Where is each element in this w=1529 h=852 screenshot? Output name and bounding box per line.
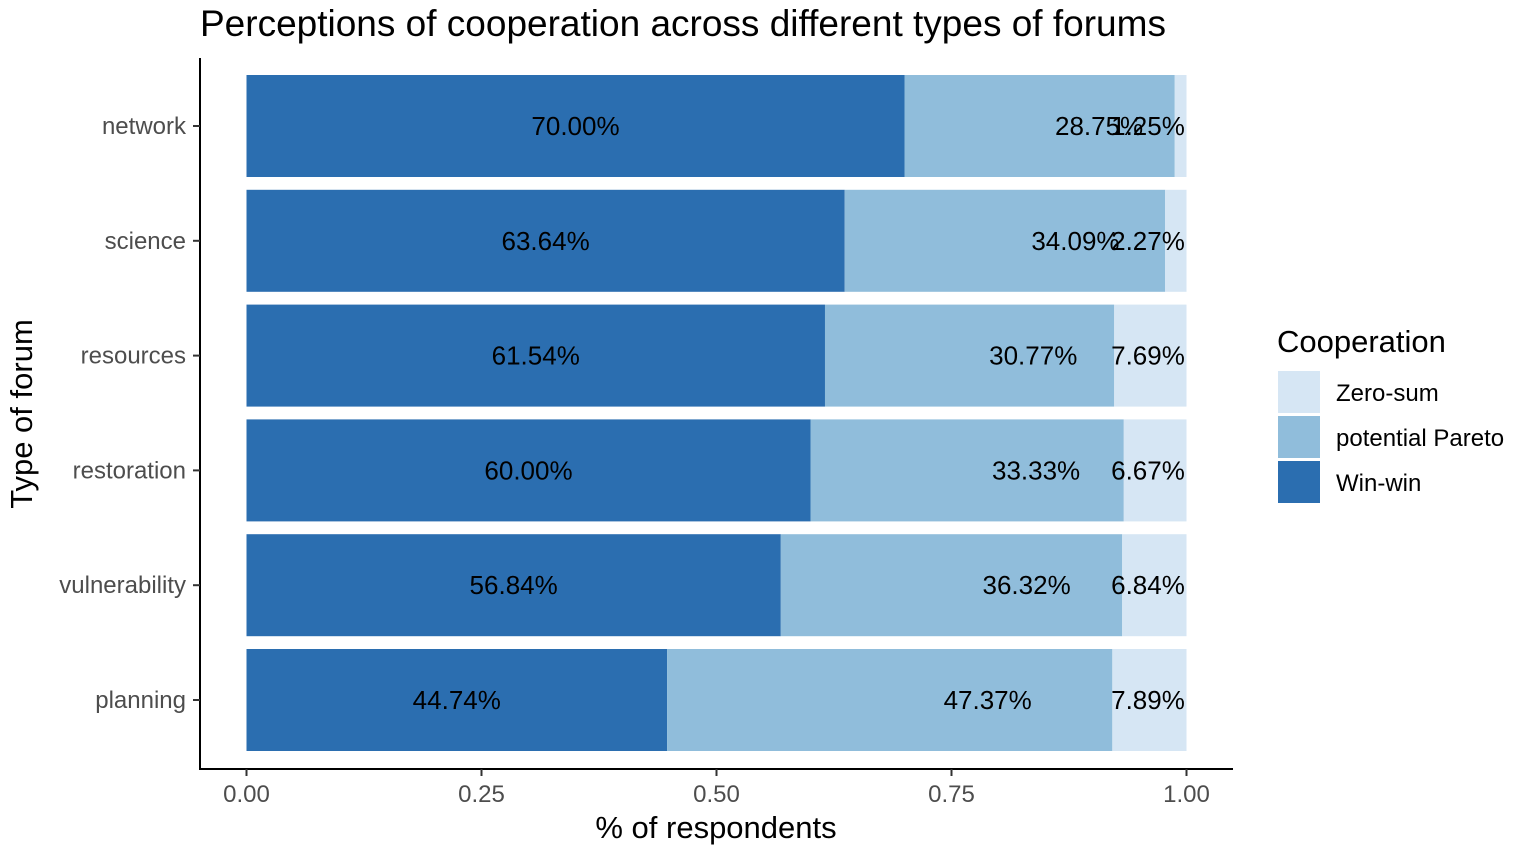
bar-planning-zero-sum: [1112, 649, 1187, 751]
legend-label-potential-pareto: potential Pareto: [1336, 425, 1504, 452]
legend-title: Cooperation: [1277, 324, 1446, 359]
y-tick-label-network: network: [102, 113, 187, 140]
data-label-network-zero-sum: 1.25%: [1111, 111, 1185, 141]
bar-resources-potential-pareto: [824, 304, 1115, 407]
bar-planning-win-win: [246, 649, 668, 751]
bar-restoration-zero-sum: [1123, 419, 1187, 522]
data-label-planning-win-win: 44.74%: [413, 685, 501, 715]
data-label-resources-zero-sum: 7.69%: [1111, 341, 1185, 371]
data-label-network-potential-pareto: 28.75%: [1055, 111, 1143, 141]
chart-title: Perceptions of cooperation across differ…: [200, 3, 1166, 44]
bar-science-win-win: [246, 189, 845, 292]
bar-network-zero-sum: [1174, 75, 1187, 177]
y-tick-label-science: science: [105, 228, 186, 255]
data-label-vulnerability-zero-sum: 6.84%: [1111, 570, 1185, 600]
bar-planning-potential-pareto: [667, 649, 1113, 751]
data-label-vulnerability-win-win: 56.84%: [470, 570, 558, 600]
data-label-restoration-zero-sum: 6.67%: [1111, 455, 1185, 485]
bar-network-potential-pareto: [904, 75, 1175, 177]
data-label-vulnerability-potential-pareto: 36.32%: [983, 570, 1071, 600]
x-tick-label: 1.00: [1163, 781, 1210, 808]
bar-science-potential-pareto: [844, 189, 1166, 292]
y-tick-label-planning: planning: [95, 687, 186, 714]
legend-key-potential-pareto: [1278, 416, 1320, 458]
data-label-resources-win-win: 61.54%: [492, 341, 580, 371]
y-axis-title: Type of forum: [4, 319, 39, 509]
legend: Cooperation Zero-sum potential Pareto Win-…: [1277, 324, 1504, 503]
legend-key-zero-sum: [1278, 371, 1320, 413]
y-tick-label-restoration: restoration: [73, 457, 186, 484]
bar-vulnerability-zero-sum: [1122, 534, 1187, 637]
data-label-network-win-win: 70.00%: [531, 111, 619, 141]
y-axis-ticks: network science resources restoration vulner…: [59, 113, 200, 714]
data-label-restoration-win-win: 60.00%: [484, 455, 572, 485]
bar-resources-zero-sum: [1114, 304, 1187, 407]
y-tick-label-vulnerability: vulnerability: [59, 572, 186, 599]
plot-area: 70.00% 28.75%1.25% 63.64% 34.09%2.27% 61.54%…: [246, 75, 1187, 751]
x-axis-ticks: 0.00 0.25 0.50 0.75 1.00: [223, 769, 1210, 808]
bar-network-win-win: [246, 75, 905, 177]
data-label-planning-zero-sum: 7.89%: [1111, 685, 1185, 715]
bar-resources-win-win: [246, 304, 825, 407]
data-label-restoration-potential-pareto: 33.33%: [992, 455, 1080, 485]
data-label-science-potential-pareto: 34.09%: [1031, 226, 1119, 256]
x-tick-label: 0.50: [693, 781, 740, 808]
x-tick-label: 0.00: [223, 781, 270, 808]
legend-items: Zero-sum potential Pareto Win-win: [1278, 371, 1504, 503]
bar-restoration-win-win: [246, 419, 811, 522]
data-label-resources-potential-pareto: 30.77%: [989, 341, 1077, 371]
bar-restoration-potential-pareto: [810, 419, 1124, 522]
data-label-planning-potential-pareto: 47.37%: [944, 685, 1032, 715]
bar-science-zero-sum: [1165, 189, 1187, 292]
legend-label-win-win: Win-win: [1336, 470, 1421, 497]
bar-vulnerability-potential-pareto: [780, 534, 1123, 637]
data-label-science-zero-sum: 2.27%: [1111, 226, 1185, 256]
legend-label-zero-sum: Zero-sum: [1336, 380, 1439, 407]
bar-vulnerability-win-win: [246, 534, 781, 637]
x-axis-title: % of respondents: [595, 810, 836, 845]
y-tick-label-resources: resources: [81, 343, 186, 370]
data-label-science-win-win: 63.64%: [502, 226, 590, 256]
x-tick-label: 0.75: [928, 781, 975, 808]
legend-key-win-win: [1278, 461, 1320, 503]
x-tick-label: 0.25: [458, 781, 505, 808]
